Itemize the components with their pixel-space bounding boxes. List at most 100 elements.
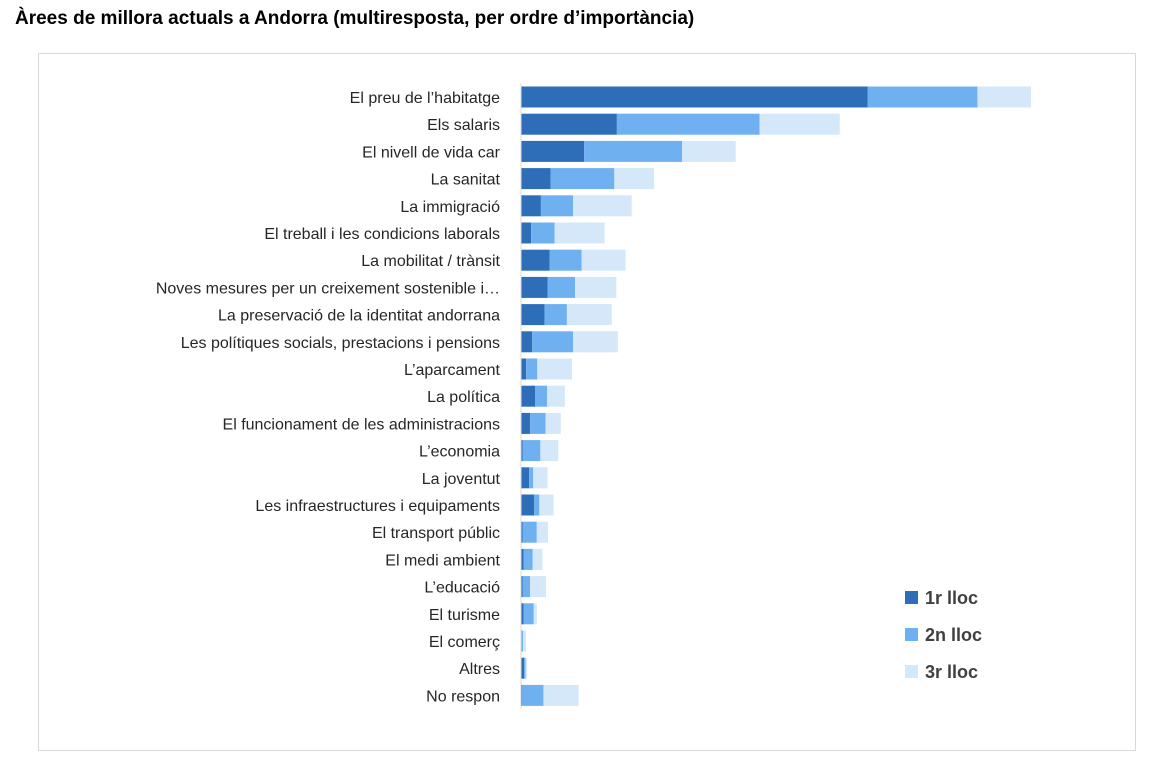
bar-segment-series-1 [521,331,533,353]
bar-segment-series-3 [547,385,565,407]
bar-segment-series-1 [521,358,527,380]
bar-segment-series-1 [521,140,585,162]
bar-segment-series-1 [521,86,868,108]
category-label: Els salaris [427,117,500,134]
bar-segment-series-2 [521,630,524,652]
page-title: Àrees de millora actuals a Andorra (mult… [15,8,695,29]
bar-segment-series-2 [524,657,526,679]
bar-segment-series-1 [521,684,523,706]
category-label: La sanitat [431,172,501,189]
bar-segment-series-3 [573,331,618,353]
bar-segment-series-3 [566,304,612,326]
category-label: L’economia [419,444,500,461]
category-label: El preu de l’habitatge [350,90,500,107]
category-label: La mobilitat / trànsit [361,253,500,270]
bar-segment-series-1 [521,576,523,598]
bar-segment-series-3 [682,140,736,162]
category-label: L’educació [424,580,500,597]
bar-segment-series-1 [521,195,541,217]
bar-segment-series-1 [521,521,523,543]
bar-segment-series-3 [536,521,549,543]
category-label: Noves mesures per un creixement sostenib… [156,280,500,297]
legend-swatch-series-3 [905,665,918,678]
legend-label-series-3: 3r lloc [925,662,978,682]
bar-segment-series-2 [530,412,546,434]
bar-segment-series-3 [523,630,527,652]
bar-segment-series-1 [521,494,535,516]
bar-segment-series-2 [550,168,615,190]
bar-segment-series-2 [522,684,544,706]
bar-segment-series-2 [532,331,574,353]
category-label: El comerç [429,634,500,651]
bar-segment-series-3 [977,86,1031,108]
bar-segment-series-2 [522,440,541,462]
bar-segment-series-1 [521,249,550,271]
bar-segment-series-2 [547,276,576,298]
category-label: La preservació de la identitat andorrana [218,308,500,325]
category-label: La joventut [422,471,501,488]
bar-segment-series-3 [540,440,559,462]
bar-segment-series-3 [581,249,626,271]
legend-swatch-series-1 [905,591,918,604]
bar-segment-series-1 [521,467,530,489]
bar-segment-series-2 [540,195,574,217]
bar-segment-series-1 [521,304,545,326]
bar-segment-series-3 [532,548,543,570]
bar-segment-series-1 [521,657,525,679]
bar-segment-series-3 [543,684,579,706]
bar-segment-series-1 [521,412,531,434]
category-labels: El preu de l’habitatge Els salaris El nive… [156,90,501,705]
category-label: El medi ambient [385,552,500,569]
bar-segment-series-1 [521,113,617,135]
bar-segment-series-1 [521,222,532,244]
bar-segment-series-2 [522,521,537,543]
category-label: El turisme [429,607,500,624]
bar-segment-series-2 [549,249,582,271]
bar-segment-series-3 [545,412,561,434]
bar-segment-series-3 [533,467,548,489]
bar-segment-series-3 [554,222,605,244]
bar-segment-series-1 [521,548,524,570]
bars-layer [521,86,1031,706]
bar-segment-series-2 [544,304,567,326]
legend-label-series-2: 2n lloc [925,625,982,645]
bar-segment-series-2 [531,222,555,244]
bar-segment-series-3 [575,276,617,298]
bar-segment-series-2 [529,467,534,489]
legend: 1r lloc 2n lloc 3r lloc [905,588,982,682]
bar-segment-series-2 [523,603,534,625]
bar-segment-series-1 [521,603,524,625]
category-label: La política [427,389,500,406]
bar-segment-series-2 [523,548,533,570]
bar-segment-series-2 [534,494,540,516]
bar-segment-series-3 [533,603,537,625]
bar-segment-series-2 [616,113,760,135]
category-label: El transport públic [372,525,500,542]
category-label: El funcionament de les administracions [223,416,500,433]
bar-segment-series-3 [614,168,655,190]
legend-swatch-series-2 [905,628,918,641]
bar-segment-series-2 [867,86,978,108]
bar-segment-series-3 [537,358,572,380]
bar-segment-series-1 [521,385,536,407]
category-label: Altres [459,661,500,678]
bar-segment-series-2 [526,358,538,380]
bar-segment-series-1 [521,276,548,298]
category-label: No respon [426,688,500,705]
bar-segment-series-2 [584,140,683,162]
bar-segment-series-1 [521,168,551,190]
chart-frame [38,53,1136,751]
category-label: Les polítiques socials, prestacions i pe… [181,335,500,352]
bar-segment-series-3 [539,494,554,516]
bar-segment-series-1 [521,440,523,462]
bar-segment-series-3 [759,113,840,135]
bar-segment-series-3 [525,657,528,679]
category-label: El nivell de vida car [362,144,501,161]
category-label: Les infraestructures i equipaments [255,498,500,515]
bar-segment-series-3 [573,195,632,217]
category-label: L’aparcament [404,362,501,379]
category-label: La immigració [400,199,500,216]
legend-label-series-1: 1r lloc [925,588,978,608]
bar-segment-series-2 [522,576,531,598]
